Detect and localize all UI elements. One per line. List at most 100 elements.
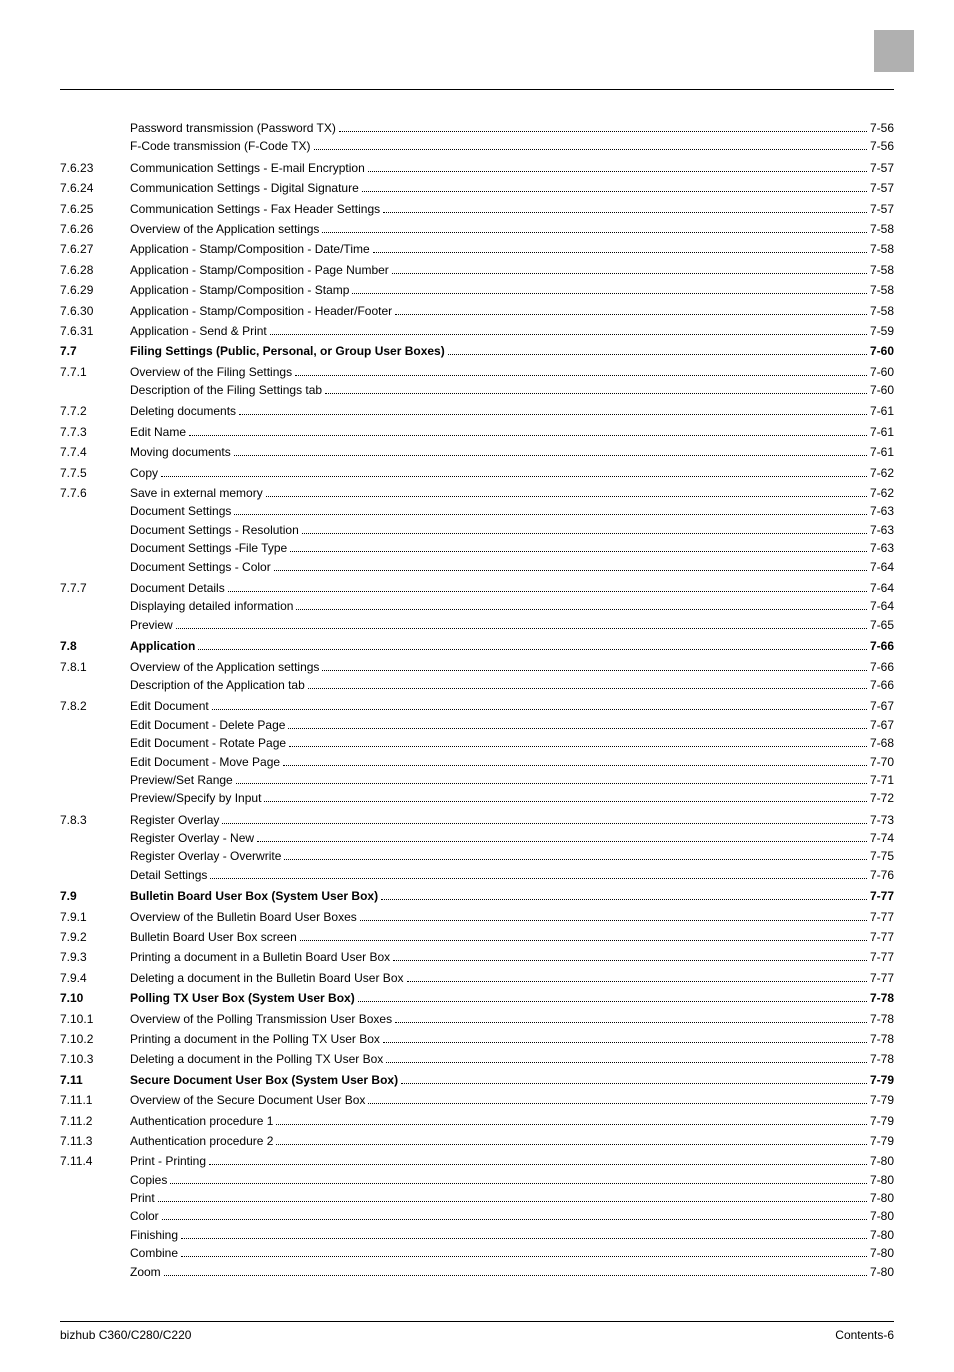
- leader-dots: [407, 981, 867, 982]
- toc-row: Document Settings -File Type 7-63: [60, 540, 894, 557]
- toc-row: 7.6.24Communication Settings - Digital S…: [60, 180, 894, 197]
- leader-dots: [158, 1201, 867, 1202]
- leader-dots: [401, 1083, 867, 1084]
- toc-title: Communication Settings - E-mail Encrypti…: [130, 160, 365, 177]
- toc-title: Application - Stamp/Composition - Header…: [130, 303, 392, 320]
- section-number: 7.8: [60, 638, 130, 655]
- leader-dots: [198, 649, 867, 650]
- toc-row: 7.11.1Overview of the Secure Document Us…: [60, 1092, 894, 1109]
- toc-row: Description of the Application tab 7-66: [60, 677, 894, 694]
- leader-dots: [212, 709, 867, 710]
- toc-row: 7.9.4Deleting a document in the Bulletin…: [60, 970, 894, 987]
- leader-dots: [283, 765, 867, 766]
- section-number: 7.9.2: [60, 929, 130, 946]
- toc-title: Edit Document - Delete Page: [130, 717, 285, 734]
- toc-row: Copies 7-80: [60, 1172, 894, 1189]
- leader-dots: [395, 314, 867, 315]
- page-number: 7-58: [870, 241, 894, 258]
- toc-title: Overview of the Filing Settings: [130, 364, 292, 381]
- leader-dots: [161, 476, 867, 477]
- toc-title: Bulletin Board User Box (System User Box…: [130, 888, 378, 905]
- toc-row: 7.9.3Printing a document in a Bulletin B…: [60, 949, 894, 966]
- page-number: 7-59: [870, 323, 894, 340]
- toc-row: Register Overlay - Overwrite 7-75: [60, 848, 894, 865]
- toc-row: 7.7Filing Settings (Public, Personal, or…: [60, 343, 894, 360]
- toc-title: Communication Settings - Digital Signatu…: [130, 180, 359, 197]
- leader-dots: [189, 435, 867, 436]
- page-number: 7-60: [870, 382, 894, 399]
- leader-dots: [234, 514, 867, 515]
- toc-row: Document Settings - Resolution 7-63: [60, 522, 894, 539]
- page-number: 7-77: [870, 970, 894, 987]
- section-number: 7.6.26: [60, 221, 130, 238]
- leader-dots: [210, 878, 867, 879]
- section-number: 7.7: [60, 343, 130, 360]
- toc-title: Application: [130, 638, 195, 655]
- section-number: 7.7.4: [60, 444, 130, 461]
- leader-dots: [222, 823, 867, 824]
- page-number: 7-63: [870, 503, 894, 520]
- section-number: 7.6.25: [60, 201, 130, 218]
- page-number: 7-80: [870, 1245, 894, 1262]
- page-number: 7-80: [870, 1227, 894, 1244]
- page-number: 7-71: [870, 772, 894, 789]
- leader-dots: [289, 746, 867, 747]
- page-number: 7-66: [870, 677, 894, 694]
- page-number: 7-74: [870, 830, 894, 847]
- leader-dots: [270, 334, 867, 335]
- leader-dots: [181, 1238, 867, 1239]
- toc-title: Overview of the Application settings: [130, 659, 319, 676]
- table-of-contents: Password transmission (Password TX) 7-56…: [60, 120, 894, 1281]
- leader-dots: [181, 1256, 867, 1257]
- toc-title: Edit Name: [130, 424, 186, 441]
- toc-row: 7.6.29Application - Stamp/Composition - …: [60, 282, 894, 299]
- page-number: 7-79: [870, 1133, 894, 1150]
- page-number: 7-80: [870, 1172, 894, 1189]
- toc-row: 7.9.2Bulletin Board User Box screen 7-77: [60, 929, 894, 946]
- toc-row: 7.9.1Overview of the Bulletin Board User…: [60, 909, 894, 926]
- leader-dots: [234, 455, 867, 456]
- page-number: 7-79: [870, 1072, 894, 1089]
- toc-title: Document Settings -File Type: [130, 540, 287, 557]
- section-number: 7.7.6: [60, 485, 130, 502]
- toc-title: Displaying detailed information: [130, 598, 293, 615]
- page-number: 7-80: [870, 1264, 894, 1281]
- leader-dots: [360, 920, 867, 921]
- page-number: 7-57: [870, 160, 894, 177]
- page-number: 7-67: [870, 717, 894, 734]
- page-footer: bizhub C360/C280/C220 Contents-6: [60, 1321, 894, 1342]
- leader-dots: [288, 728, 867, 729]
- leader-dots: [162, 1219, 867, 1220]
- leader-dots: [276, 1124, 867, 1125]
- page-number: 7-80: [870, 1190, 894, 1207]
- page-number: 7-62: [870, 465, 894, 482]
- leader-dots: [383, 212, 867, 213]
- toc-title: Overview of the Application settings: [130, 221, 319, 238]
- toc-title: Application - Stamp/Composition - Stamp: [130, 282, 349, 299]
- toc-row: 7.7.5Copy 7-62: [60, 465, 894, 482]
- toc-row: 7.7.4Moving documents 7-61: [60, 444, 894, 461]
- leader-dots: [393, 960, 867, 961]
- page-number: 7-58: [870, 303, 894, 320]
- toc-row: 7.6.27Application - Stamp/Composition - …: [60, 241, 894, 258]
- section-number: 7.10.1: [60, 1011, 130, 1028]
- section-number: 7.10.3: [60, 1051, 130, 1068]
- page-number: 7-78: [870, 1051, 894, 1068]
- footer-right-text: Contents-6: [835, 1328, 894, 1342]
- toc-title: Edit Document: [130, 698, 209, 715]
- section-number: 7.10: [60, 990, 130, 1007]
- page-number: 7-77: [870, 909, 894, 926]
- section-number: 7.7.3: [60, 424, 130, 441]
- section-number: 7.8.2: [60, 698, 130, 715]
- toc-row: 7.6.30Application - Stamp/Composition - …: [60, 303, 894, 320]
- toc-row: Edit Document - Move Page 7-70: [60, 754, 894, 771]
- leader-dots: [339, 131, 867, 132]
- toc-title: Description of the Filing Settings tab: [130, 382, 322, 399]
- toc-row: 7.7.2Deleting documents 7-61: [60, 403, 894, 420]
- leader-dots: [284, 859, 867, 860]
- leader-dots: [290, 551, 867, 552]
- toc-title: Detail Settings: [130, 867, 207, 884]
- page-number: 7-73: [870, 812, 894, 829]
- page-number: 7-68: [870, 735, 894, 752]
- toc-row: 7.11.3Authentication procedure 2 7-79: [60, 1133, 894, 1150]
